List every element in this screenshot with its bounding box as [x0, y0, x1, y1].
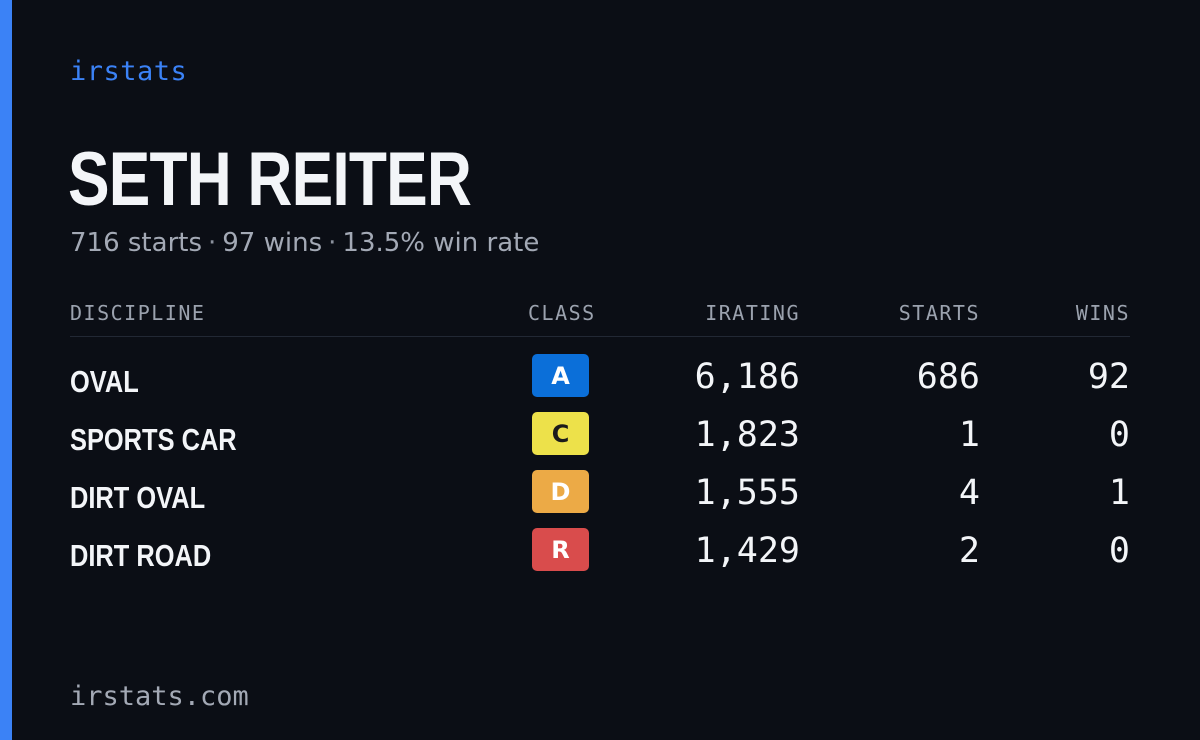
irating-cell: 6,186 — [694, 357, 800, 397]
table-row: DIRT ROAD R 1,429 2 0 — [70, 528, 1130, 586]
header-class: CLASS — [528, 301, 596, 325]
starts-summary: 716 starts — [70, 228, 202, 258]
brand-logo-text: irstats — [70, 56, 188, 87]
discipline-cell: DIRT OVAL — [70, 480, 206, 515]
wins-summary: 97 wins — [222, 228, 323, 258]
wins-cell: 1 — [1108, 473, 1130, 513]
summary-separator: · — [208, 228, 217, 258]
wins-cell: 92 — [1087, 357, 1130, 397]
class-badge: A — [532, 354, 589, 397]
driver-summary: 716 starts · 97 wins · 13.5% win rate — [70, 228, 539, 258]
stats-table: DISCIPLINE CLASS IRATING STARTS WINS OVA… — [70, 296, 1130, 586]
discipline-cell: DIRT ROAD — [70, 538, 212, 573]
accent-bar — [0, 0, 12, 740]
starts-cell: 2 — [958, 531, 980, 571]
table-header: DISCIPLINE CLASS IRATING STARTS WINS — [70, 296, 1130, 337]
discipline-cell: SPORTS CAR — [70, 422, 237, 457]
header-starts: STARTS — [898, 301, 980, 325]
table-row: DIRT OVAL D 1,555 4 1 — [70, 470, 1130, 528]
starts-cell: 4 — [958, 473, 980, 513]
class-badge: R — [532, 528, 589, 571]
starts-cell: 686 — [916, 357, 980, 397]
starts-cell: 1 — [958, 415, 980, 455]
header-discipline: DISCIPLINE — [70, 301, 206, 325]
driver-name: SETH REITER — [68, 137, 472, 222]
class-badge: C — [532, 412, 589, 455]
footer-url: irstats.com — [70, 681, 249, 712]
wins-cell: 0 — [1108, 415, 1130, 455]
header-wins: WINS — [1075, 301, 1130, 325]
win-rate-summary: 13.5% win rate — [342, 228, 540, 258]
table-row: OVAL A 6,186 686 92 — [70, 354, 1130, 412]
table-row: SPORTS CAR C 1,823 1 0 — [70, 412, 1130, 470]
table-body: OVAL A 6,186 686 92 SPORTS CAR C 1,823 1… — [70, 337, 1130, 586]
irating-cell: 1,555 — [694, 473, 800, 513]
irating-cell: 1,823 — [694, 415, 800, 455]
wins-cell: 0 — [1108, 531, 1130, 571]
irating-cell: 1,429 — [694, 531, 800, 571]
header-irating: IRATING — [705, 301, 800, 325]
class-badge: D — [532, 470, 589, 513]
summary-separator: · — [328, 228, 337, 258]
discipline-cell: OVAL — [70, 364, 139, 399]
